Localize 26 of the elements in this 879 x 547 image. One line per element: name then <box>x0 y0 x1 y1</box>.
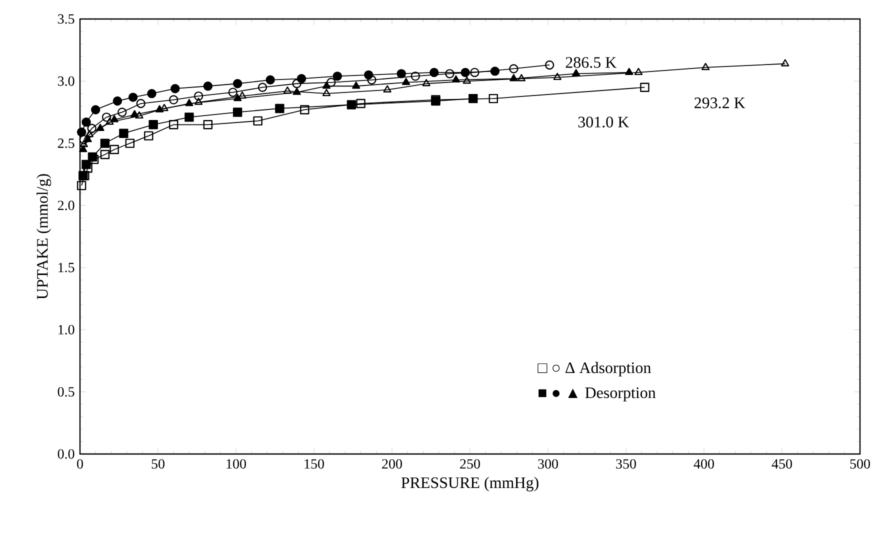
x-tick-label: 0 <box>77 459 83 469</box>
x-tick-label: 450 <box>772 459 792 469</box>
x-tick-label: 150 <box>304 459 324 469</box>
x-tick-label: 300 <box>538 459 558 469</box>
x-tick-label: 50 <box>152 459 164 469</box>
annotation: 286.5 K <box>566 57 617 68</box>
annotation: 301.0 K <box>578 116 629 128</box>
x-tick-label: 100 <box>226 459 246 469</box>
x-tick-label: 250 <box>460 459 480 469</box>
x-axis-title: PRESSURE (mmHg) <box>401 476 538 492</box>
y-tick-label: 0.0 <box>58 449 74 459</box>
y-axis-title: UPTAKE (mmol/g) <box>36 174 52 300</box>
x-tick-label: 400 <box>694 459 714 469</box>
annotation: 293.2 K <box>694 98 746 108</box>
y-tick-label: 3.0 <box>58 76 74 86</box>
x-tick-label: 350 <box>616 459 636 469</box>
y-tick-label: 0.5 <box>58 387 74 397</box>
annotation: ■ ● ▲ Desorption <box>538 387 656 402</box>
y-tick-label: 3.5 <box>58 14 74 24</box>
x-tick-label: 500 <box>850 459 870 469</box>
y-tick-label: 2.5 <box>58 138 74 148</box>
y-tick-label: 1.0 <box>58 324 74 334</box>
x-tick-label: 200 <box>382 459 402 469</box>
annotation: □ ○ Δ Adsorption <box>538 362 651 376</box>
y-tick-label: 2.0 <box>58 200 74 210</box>
y-tick-label: 1.5 <box>58 262 74 272</box>
